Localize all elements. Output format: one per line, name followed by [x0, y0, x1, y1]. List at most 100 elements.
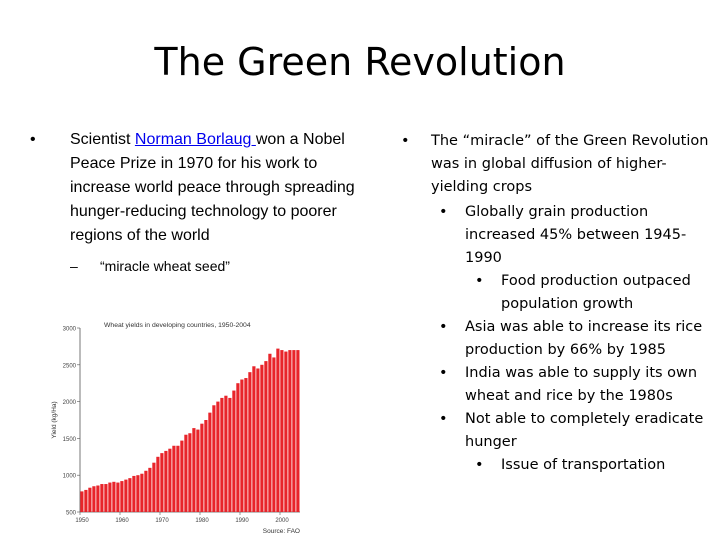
- bar: [272, 357, 276, 512]
- bar: [124, 479, 128, 512]
- y-axis-label: Yield (kg/Ha): [51, 401, 58, 438]
- bar: [120, 481, 124, 512]
- bar: [180, 440, 184, 512]
- bar: [160, 453, 164, 512]
- left-column: • Scientist Norman Borlaug won a Nobel P…: [30, 128, 360, 276]
- bar: [276, 348, 280, 512]
- bullet-marker: •: [439, 365, 448, 381]
- x-tick-label: 1950: [75, 518, 89, 524]
- bar: [268, 353, 272, 512]
- bar: [104, 484, 108, 512]
- bar: [244, 378, 248, 512]
- bar: [288, 350, 292, 512]
- bar: [228, 397, 232, 512]
- right-item: • Globally grain production increased 45…: [393, 201, 718, 270]
- x-tick-label: 1970: [155, 518, 169, 524]
- bar: [116, 482, 120, 512]
- dash-marker: –: [70, 258, 78, 274]
- wheat-yield-chart: 500 1000 1500 2000 2500 3000 1950 1960 1970 1980 1…: [51, 322, 300, 535]
- bullet-marker: •: [439, 411, 448, 427]
- bar: [100, 484, 104, 512]
- right-main-text: The “miracle” of the Green Revolution wa…: [431, 133, 709, 195]
- bar: [200, 423, 204, 512]
- bar: [216, 401, 220, 512]
- bar: [156, 456, 160, 512]
- bar: [84, 489, 88, 512]
- bar: [280, 350, 284, 512]
- bar: [236, 383, 240, 512]
- left-sub-bullet: – “miracle wheat seed”: [30, 256, 360, 276]
- bar: [240, 379, 244, 512]
- bullet-marker: •: [439, 204, 448, 220]
- left-bullet: • Scientist Norman Borlaug won a Nobel P…: [30, 128, 360, 248]
- right-item-text: India was able to supply its own wheat a…: [465, 365, 698, 404]
- bar: [144, 470, 148, 512]
- right-item: • Not able to completely eradicate hunge…: [393, 408, 718, 454]
- right-item: • Asia was able to increase its rice pro…: [393, 316, 718, 362]
- bar: [152, 462, 156, 512]
- y-tick-label: 2500: [63, 363, 77, 369]
- bar: [108, 482, 112, 512]
- bar: [140, 473, 144, 512]
- bar: [184, 434, 188, 512]
- bar: [128, 478, 132, 512]
- x-tick-label: 2000: [275, 518, 289, 524]
- bar: [224, 395, 228, 512]
- bar: [220, 397, 224, 512]
- x-tick-label: 1960: [115, 518, 129, 524]
- bullet-marker: •: [475, 457, 484, 473]
- bullet-marker: •: [30, 131, 36, 148]
- y-tick-label: 1500: [63, 437, 77, 443]
- right-item-text: Not able to completely eradicate hunger: [465, 411, 704, 450]
- right-subitem-text: Food production outpaced population grow…: [501, 273, 691, 312]
- bar: [284, 351, 288, 512]
- right-subitem: • Issue of transportation: [393, 454, 718, 477]
- left-text-after: won a Nobel Peace Prize in 1970 for his …: [70, 131, 355, 244]
- bullet-marker: •: [475, 273, 484, 289]
- y-tick-label: 3000: [63, 327, 77, 333]
- bar: [80, 491, 84, 512]
- chart-title: Wheat yields in developing countries, 19…: [104, 322, 251, 329]
- y-tick-label: 500: [66, 511, 77, 517]
- right-item-text: Globally grain production increased 45% …: [465, 204, 687, 266]
- bar: [196, 429, 200, 512]
- bar: [136, 475, 140, 512]
- x-tick-label: 1980: [195, 518, 209, 524]
- bar: [260, 364, 264, 512]
- bar: [204, 420, 208, 512]
- bar: [208, 412, 212, 512]
- right-main-bullet: • The “miracle” of the Green Revolution …: [393, 130, 718, 199]
- bar: [96, 485, 100, 512]
- bar: [232, 390, 236, 512]
- slide-title: The Green Revolution: [154, 40, 566, 84]
- norman-borlaug-link[interactable]: Norman Borlaug: [134, 131, 256, 148]
- right-subitem: • Food production outpaced population gr…: [393, 270, 718, 316]
- bar: [192, 428, 196, 512]
- bar: [168, 448, 172, 512]
- bar: [172, 445, 176, 512]
- chart-source: Source: FAO: [263, 528, 300, 535]
- bar: [264, 361, 268, 512]
- bullet-marker: •: [401, 133, 410, 149]
- bar: [252, 366, 256, 512]
- right-item-text: Asia was able to increase its rice produ…: [465, 319, 703, 358]
- x-tick-label: 1990: [235, 518, 249, 524]
- y-tick-label: 1000: [63, 474, 77, 480]
- y-tick-label: 2000: [63, 400, 77, 406]
- right-column: • The “miracle” of the Green Revolution …: [393, 130, 718, 477]
- bar: [212, 405, 216, 512]
- bar: [88, 487, 92, 512]
- bar: [296, 350, 300, 512]
- left-text-before: Scientist: [70, 131, 135, 148]
- left-sub-text: “miracle wheat seed”: [100, 258, 230, 274]
- bar: [148, 467, 152, 512]
- bar: [188, 433, 192, 512]
- bar: [176, 445, 180, 512]
- bar: [92, 486, 96, 512]
- right-subitem-text: Issue of transportation: [501, 457, 666, 473]
- bullet-marker: •: [439, 319, 448, 335]
- bar: [132, 475, 136, 512]
- bar: [256, 368, 260, 512]
- bar: [248, 372, 252, 512]
- right-item: • India was able to supply its own wheat…: [393, 362, 718, 408]
